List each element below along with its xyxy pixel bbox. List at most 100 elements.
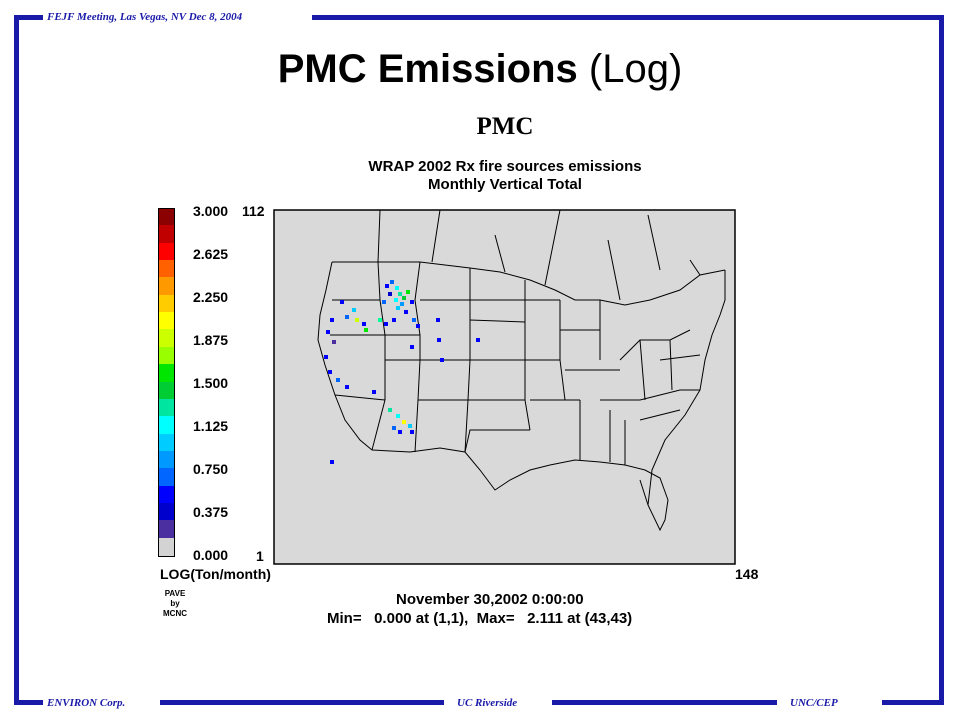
emission-cell	[396, 414, 400, 418]
emission-cell	[394, 298, 398, 302]
colorbar-tick-label: 1.500	[193, 375, 229, 391]
emission-cell	[408, 424, 412, 428]
footer-center: UC Riverside	[457, 697, 518, 709]
colorbar-cell	[158, 485, 175, 504]
emission-cell	[410, 430, 414, 434]
emission-cell	[398, 292, 402, 296]
colorbar-cell	[158, 329, 175, 348]
colorbar-cell	[158, 312, 175, 331]
meeting-header: FEJF Meeting, Las Vegas, NV Dec 8, 2004	[47, 11, 243, 23]
emission-cell	[395, 286, 399, 290]
colorbar-unit: LOG(Ton/month)	[160, 566, 271, 582]
frame-top-left	[14, 15, 43, 20]
frame-top-right	[312, 15, 944, 20]
emission-cell	[390, 280, 394, 284]
colorbar-cell	[158, 364, 175, 383]
emission-cell	[402, 420, 406, 424]
grid-corner-y: 112	[242, 203, 265, 219]
emission-cell	[355, 318, 359, 322]
colorbar-cell	[158, 225, 175, 244]
colorbar-cell	[158, 433, 175, 452]
slide-title-bold: PMC Emissions	[277, 47, 578, 91]
emission-cell	[330, 460, 334, 464]
slide-title: PMC Emissions (Log)	[0, 47, 960, 92]
species-label: PMC	[476, 113, 534, 140]
emission-cell	[345, 315, 349, 319]
colorbar-cell	[158, 520, 175, 539]
slide-title-rest: (Log)	[577, 47, 683, 91]
grid-max-x: 148	[735, 566, 759, 582]
date-label: November 30,2002 0:00:00	[396, 591, 584, 608]
colorbar-cell	[158, 450, 175, 469]
emission-cell	[410, 300, 414, 304]
frame-bottom-4	[882, 700, 944, 705]
figure-title-line1: WRAP 2002 Rx fire sources emissions	[368, 158, 642, 175]
colorbar-tick-label: 1.125	[193, 418, 229, 434]
emission-cell	[336, 378, 340, 382]
colorbar-cell	[158, 398, 175, 417]
colorbar-tick-label: 2.625	[193, 246, 229, 262]
footer-left: ENVIRON Corp.	[47, 697, 126, 709]
emission-cell	[437, 338, 441, 342]
emission-cell	[328, 370, 332, 374]
credit-line-1: PAVE	[164, 589, 186, 598]
emission-cell	[400, 302, 404, 306]
emission-cell	[398, 430, 402, 434]
colorbar-tick-label: 0.000	[193, 547, 229, 563]
emission-cell	[326, 330, 330, 334]
colorbar-cell	[158, 242, 175, 261]
emission-cell	[332, 340, 336, 344]
colorbar-cell	[158, 294, 175, 313]
colorbar-tick-label: 2.250	[193, 289, 229, 305]
emission-cell	[392, 318, 396, 322]
emission-cell	[396, 306, 400, 310]
emission-cell	[404, 310, 408, 314]
frame-right	[939, 15, 944, 705]
coastline-and-borders	[317, 209, 726, 532]
colorbar-tick-label: 0.750	[193, 461, 229, 477]
frame-bottom-2	[160, 700, 444, 705]
colorbar-tick-label: 3.000	[193, 203, 229, 219]
colorbar-cell	[158, 260, 175, 279]
grid-corner-x: 1	[256, 548, 264, 564]
credit-block: PAVE by MCNC	[163, 589, 187, 619]
colorbar-cell	[158, 502, 175, 521]
emission-cell	[392, 426, 396, 430]
colorbar-cell	[158, 346, 175, 365]
emission-cell	[385, 284, 389, 288]
minmax-label: Min= 0.000 at (1,1), Max= 2.111 at (43,4…	[327, 610, 633, 627]
emission-cell	[406, 290, 410, 294]
emission-cell	[412, 318, 416, 322]
emission-cell	[345, 385, 349, 389]
emission-cell	[324, 355, 328, 359]
emission-cell	[352, 308, 356, 312]
emission-cell	[378, 318, 382, 322]
emission-cells	[324, 280, 480, 464]
emission-cell	[330, 318, 334, 322]
frame-bottom-3	[552, 700, 777, 705]
frame-left	[14, 15, 19, 705]
footer-right: UNC/CEP	[790, 697, 838, 709]
emission-cell	[382, 300, 386, 304]
emission-cell	[436, 318, 440, 322]
colorbar-cell	[158, 468, 175, 487]
map-frame	[273, 209, 736, 565]
emission-cell	[410, 345, 414, 349]
credit-line-3: MCNC	[163, 609, 187, 618]
emission-cell	[388, 292, 392, 296]
emission-cell	[440, 358, 444, 362]
emission-cell	[372, 390, 376, 394]
colorbar-cell	[158, 208, 175, 227]
colorbar-tick-label: 1.875	[193, 332, 229, 348]
emission-cell	[388, 408, 392, 412]
emission-cell	[384, 322, 388, 326]
credit-line-2: by	[170, 599, 180, 608]
colorbar-tick-label: 0.375	[193, 504, 229, 520]
colorbar-cell	[158, 277, 175, 296]
emission-cell	[402, 296, 406, 300]
colorbar-cell	[158, 416, 175, 435]
frame-bottom-1	[14, 700, 43, 705]
emission-cell	[340, 300, 344, 304]
emission-cell	[476, 338, 480, 342]
